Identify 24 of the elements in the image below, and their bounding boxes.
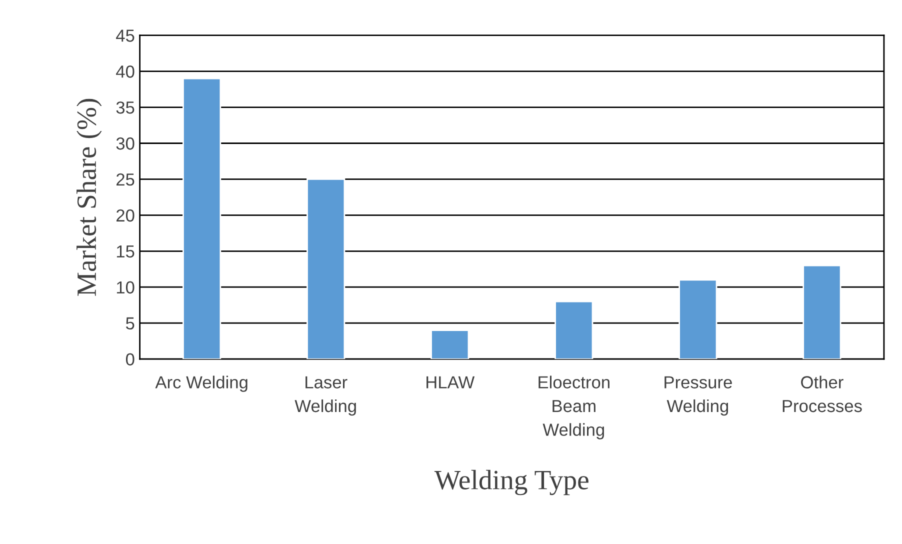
y-tick-label: 25 [116, 173, 134, 186]
bar [802, 264, 842, 360]
bar [182, 78, 222, 360]
y-tick-label: 35 [116, 101, 134, 114]
y-tick-label: 15 [116, 245, 134, 258]
x-tick-label: Arc Welding [155, 376, 248, 392]
y-tick-label: 45 [116, 30, 134, 42]
bar [678, 279, 718, 360]
x-tick-label: Laser Welding [294, 376, 356, 416]
x-tick-label: Eloectron Beam Welding [538, 376, 610, 440]
x-axis-title: Welding Type [434, 470, 588, 496]
y-tick-label: 20 [116, 209, 134, 222]
y-axis-title: Market Share (%) [76, 98, 102, 296]
x-tick-label: Other Processes [782, 376, 862, 412]
y-tick-label: 5 [126, 317, 134, 330]
bar [430, 330, 470, 360]
y-tick-label: 30 [116, 137, 134, 150]
x-tick-label: HLAW [426, 376, 475, 388]
y-tick-label: 40 [116, 65, 134, 78]
bar [306, 178, 346, 360]
y-tick-label: 10 [116, 281, 134, 294]
y-tick-label: 0 [126, 353, 134, 366]
bar [554, 300, 594, 360]
x-tick-label: Pressure Welding [664, 376, 732, 416]
